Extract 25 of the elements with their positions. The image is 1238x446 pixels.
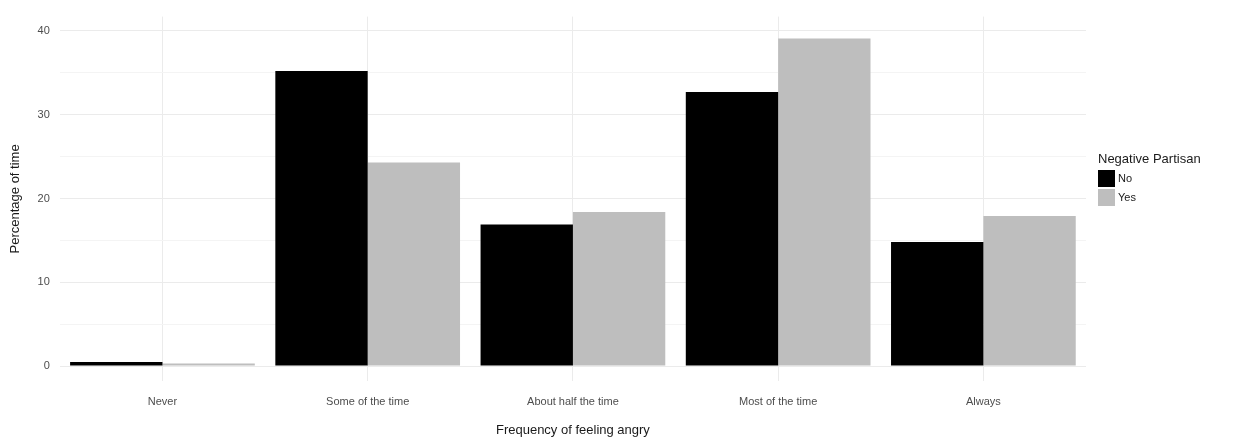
x-axis-title: Frequency of feeling angry — [495, 421, 651, 437]
x-tick-label: Most of the time — [739, 394, 818, 407]
bar — [480, 224, 573, 366]
x-tick-label: Never — [147, 394, 178, 407]
y-tick-label: 40 — [37, 23, 50, 36]
y-tick-label: 30 — [37, 107, 50, 120]
x-tick-label: About half the time — [527, 394, 619, 407]
y-tick-label: 20 — [37, 191, 50, 204]
bar — [778, 38, 871, 366]
bar — [162, 363, 255, 366]
bar — [685, 92, 779, 366]
legend-label: No — [1118, 172, 1133, 184]
x-tick-label: Always — [965, 394, 1002, 407]
bar — [367, 162, 461, 366]
y-axis-title: Percentage of time — [7, 144, 23, 254]
legend-label: Yes — [1118, 191, 1136, 203]
bar — [891, 242, 984, 366]
y-tick-label: 10 — [37, 275, 50, 288]
bar — [572, 211, 666, 366]
bar — [275, 71, 368, 366]
legend-title: Negative Partisan — [1098, 151, 1201, 166]
bar — [70, 361, 163, 366]
y-tick-label: 0 — [43, 359, 50, 372]
bar — [983, 216, 1076, 366]
x-tick-label: Some of the time — [326, 394, 410, 407]
